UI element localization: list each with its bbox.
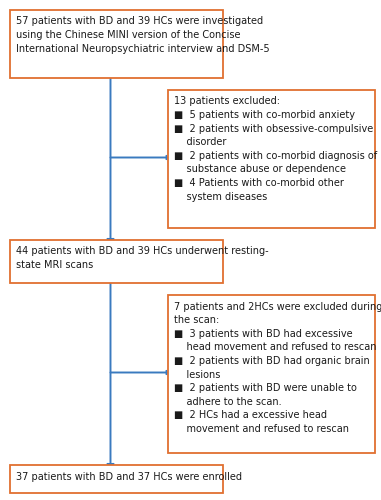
Text: 7 patients and 2HCs were excluded during
the scan:
■  3 patients with BD had exc: 7 patients and 2HCs were excluded during… — [174, 302, 381, 434]
FancyBboxPatch shape — [10, 240, 223, 282]
FancyBboxPatch shape — [10, 465, 223, 492]
Text: 44 patients with BD and 39 HCs underwent resting-
state MRI scans: 44 patients with BD and 39 HCs underwent… — [16, 246, 269, 270]
Text: 37 patients with BD and 37 HCs were enrolled: 37 patients with BD and 37 HCs were enro… — [16, 472, 242, 482]
FancyBboxPatch shape — [168, 90, 375, 228]
FancyBboxPatch shape — [10, 10, 223, 78]
FancyBboxPatch shape — [168, 295, 375, 452]
Text: 57 patients with BD and 39 HCs were investigated
using the Chinese MINI version : 57 patients with BD and 39 HCs were inve… — [16, 16, 270, 54]
Text: 13 patients excluded:
■  5 patients with co-morbid anxiety
■  2 patients with ob: 13 patients excluded: ■ 5 patients with … — [174, 96, 378, 202]
